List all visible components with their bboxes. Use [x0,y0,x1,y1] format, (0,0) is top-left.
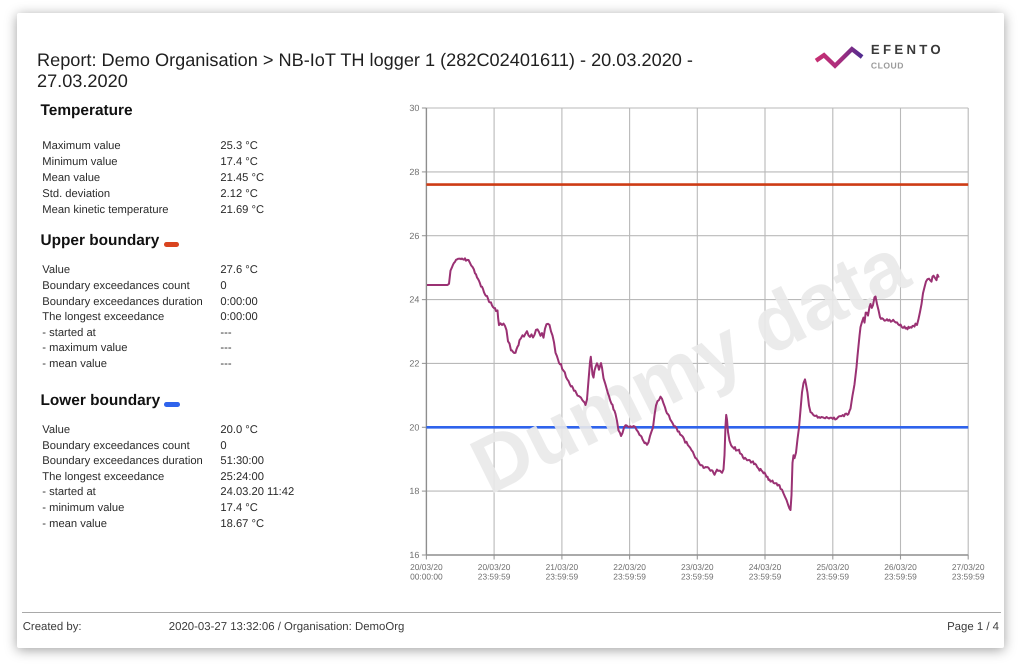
svg-text:20/03/20: 20/03/20 [410,562,443,572]
svg-text:23:59:59: 23:59:59 [681,572,714,582]
svg-text:23:59:59: 23:59:59 [478,572,511,582]
svg-text:00:00:00: 00:00:00 [410,572,443,582]
svg-text:21/03/20: 21/03/20 [546,562,579,572]
svg-text:23:59:59: 23:59:59 [816,572,849,582]
svg-text:20/03/20: 20/03/20 [478,562,511,572]
svg-text:23:59:59: 23:59:59 [749,572,782,582]
svg-text:24: 24 [409,295,419,305]
svg-text:16: 16 [409,550,419,560]
svg-text:26: 26 [409,231,419,241]
svg-text:EFENTO: EFENTO [871,42,944,57]
svg-text:28: 28 [409,167,419,177]
svg-text:Dummy data: Dummy data [457,219,922,511]
svg-text:CLOUD: CLOUD [871,61,904,71]
svg-text:23:59:59: 23:59:59 [952,572,985,582]
svg-text:24/03/20: 24/03/20 [749,562,782,572]
svg-text:26/03/20: 26/03/20 [884,562,917,572]
svg-text:23/03/20: 23/03/20 [681,562,714,572]
svg-text:22/03/20: 22/03/20 [613,562,646,572]
svg-text:27/03/20: 27/03/20 [952,562,985,572]
svg-text:20: 20 [409,422,419,432]
svg-text:22: 22 [409,359,419,369]
svg-text:23:59:59: 23:59:59 [546,572,579,582]
svg-text:23:59:59: 23:59:59 [613,572,646,582]
svg-text:23:59:59: 23:59:59 [884,572,917,582]
svg-text:18: 18 [409,486,419,496]
svg-text:30: 30 [409,103,419,113]
svg-text:25/03/20: 25/03/20 [816,562,849,572]
